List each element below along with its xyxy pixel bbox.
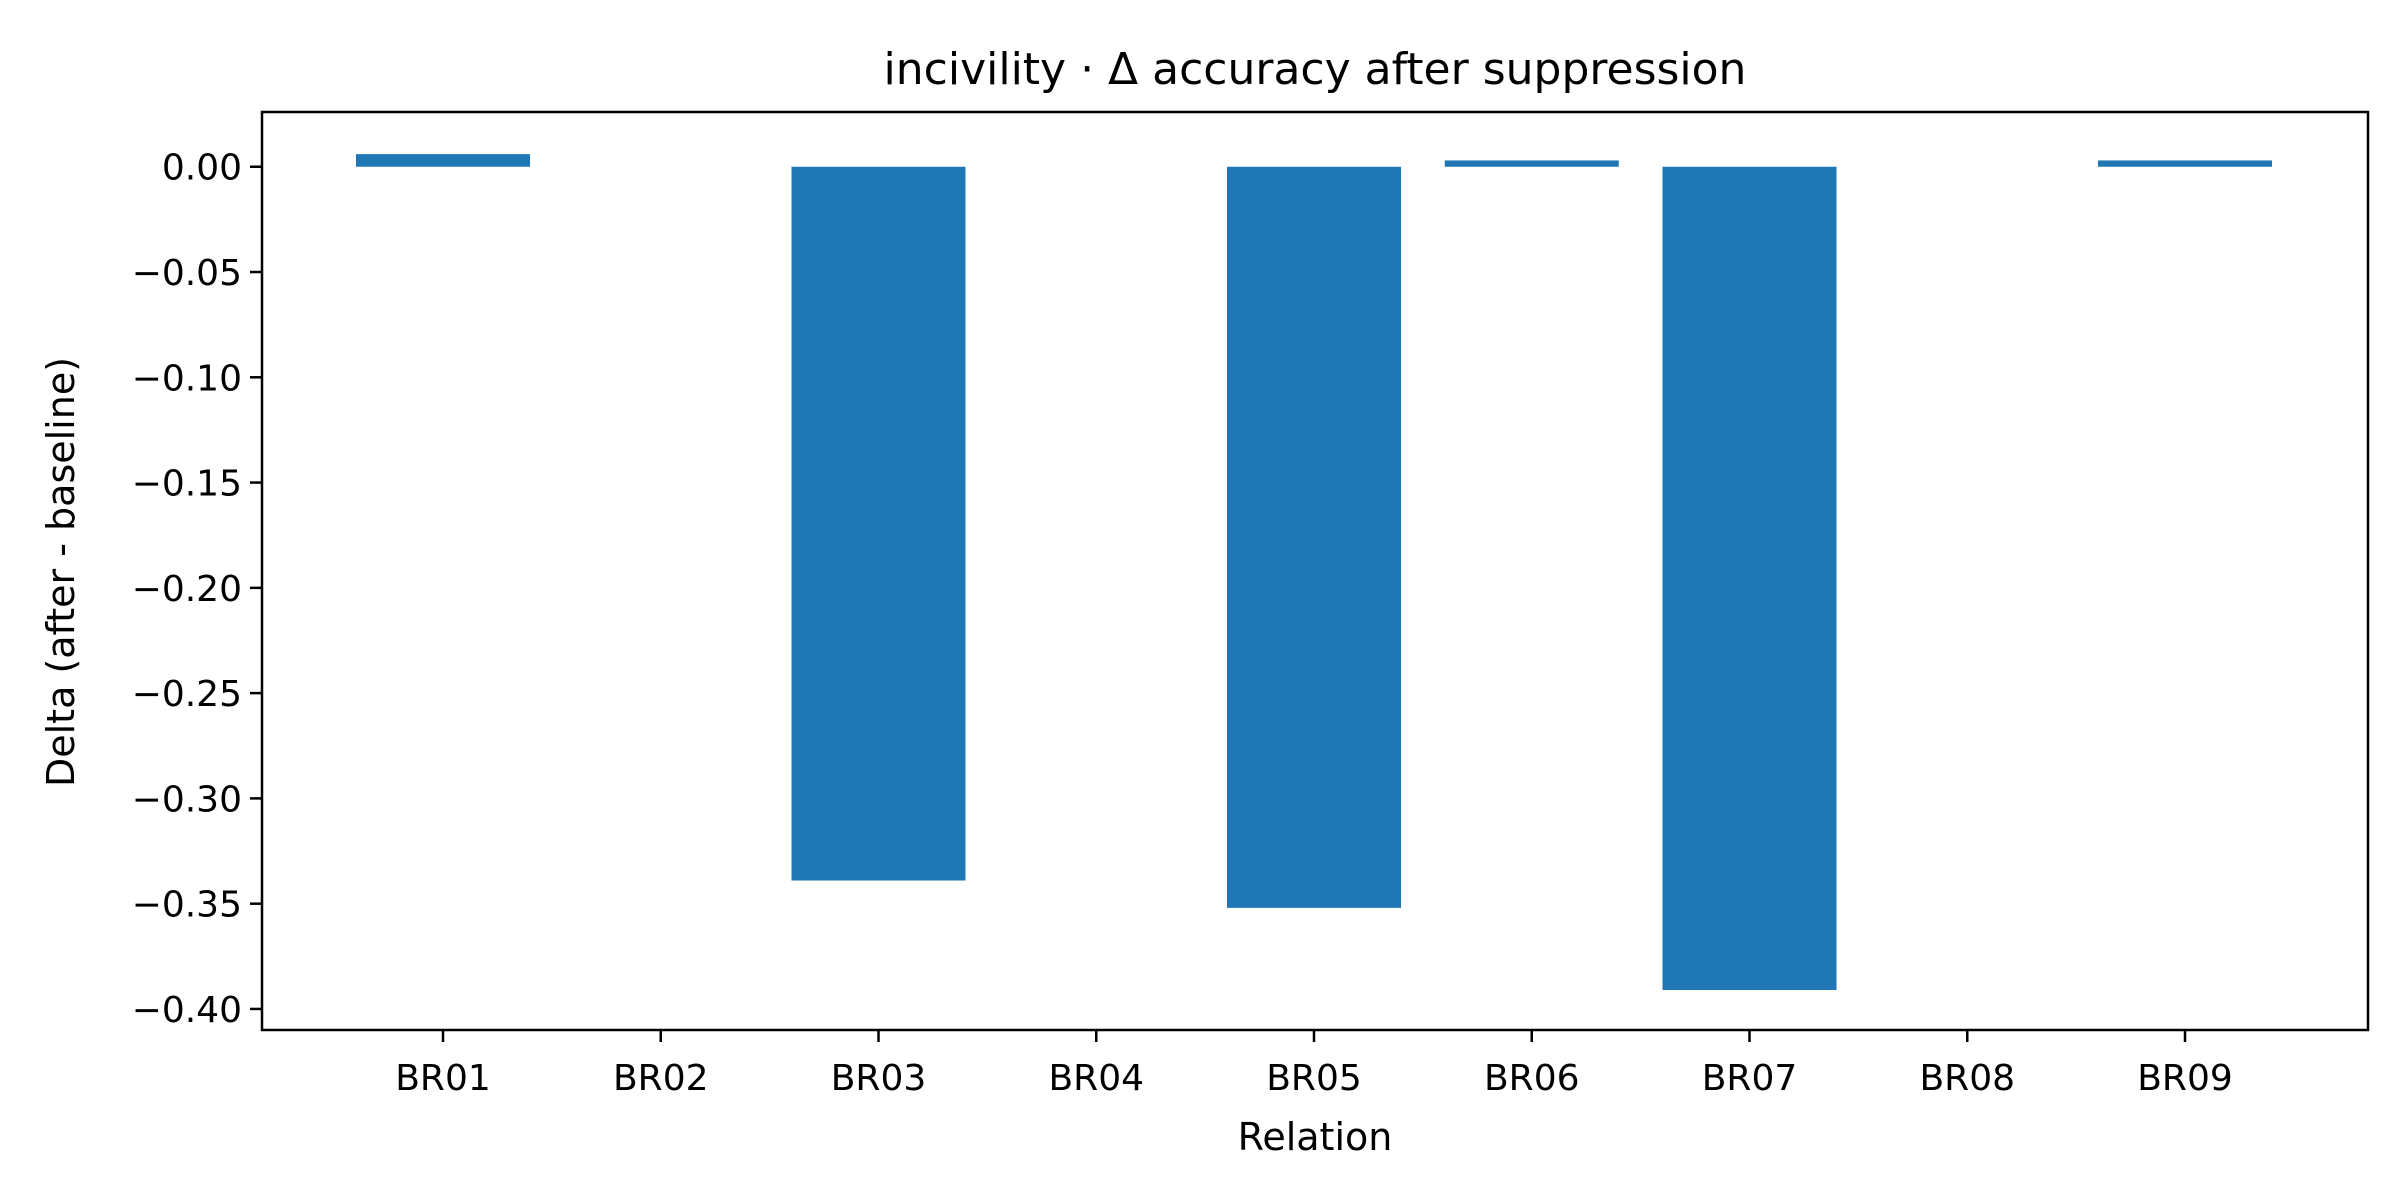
y-tick-label: −0.20	[132, 569, 242, 610]
x-tick-label-br09: BR09	[2137, 1058, 2233, 1099]
y-tick-label: −0.30	[132, 779, 242, 820]
y-tick-label: −0.15	[132, 464, 242, 505]
x-tick-label-br01: BR01	[395, 1058, 491, 1099]
bar-br07	[1662, 166, 1837, 990]
chart-title: incivility · Δ accuracy after suppressio…	[884, 44, 1747, 95]
bar-br01	[356, 154, 530, 167]
x-tick-label-br04: BR04	[1048, 1058, 1144, 1099]
y-tick-label: −0.35	[132, 885, 242, 926]
x-tick-label-br08: BR08	[1919, 1058, 2015, 1099]
y-axis: 0.00 −0.05 −0.10 −0.15 −0.20 −0.25 −0.30 −0.35 −…	[132, 148, 262, 1031]
x-tick-label-br07: BR07	[1702, 1058, 1798, 1099]
x-tick-label-br06: BR06	[1484, 1058, 1580, 1099]
y-tick-label: 0.00	[162, 148, 242, 189]
y-tick-label: −0.40	[132, 990, 242, 1031]
bar-br05	[1227, 166, 1401, 908]
bar-br09	[2098, 160, 2272, 167]
x-tick-label-br03: BR03	[831, 1058, 927, 1099]
y-tick-label: −0.25	[132, 674, 242, 715]
x-tick-label-br02: BR02	[613, 1058, 709, 1099]
plot-area-frame	[260, 110, 2370, 1032]
bars-group	[356, 154, 2272, 990]
x-axis: BR01 BR02 BR03 BR04 BR05 BR06 BR07 BR08 BR09	[395, 1030, 2233, 1099]
bar-br06	[1444, 160, 1619, 167]
y-axis-label: Delta (after - baseline)	[39, 357, 83, 787]
y-tick-label: −0.05	[132, 253, 242, 294]
x-tick-label-br05: BR05	[1266, 1058, 1362, 1099]
x-axis-label: Relation	[1238, 1115, 1393, 1159]
y-tick-label: −0.10	[132, 358, 242, 399]
bar-br03	[791, 166, 966, 881]
